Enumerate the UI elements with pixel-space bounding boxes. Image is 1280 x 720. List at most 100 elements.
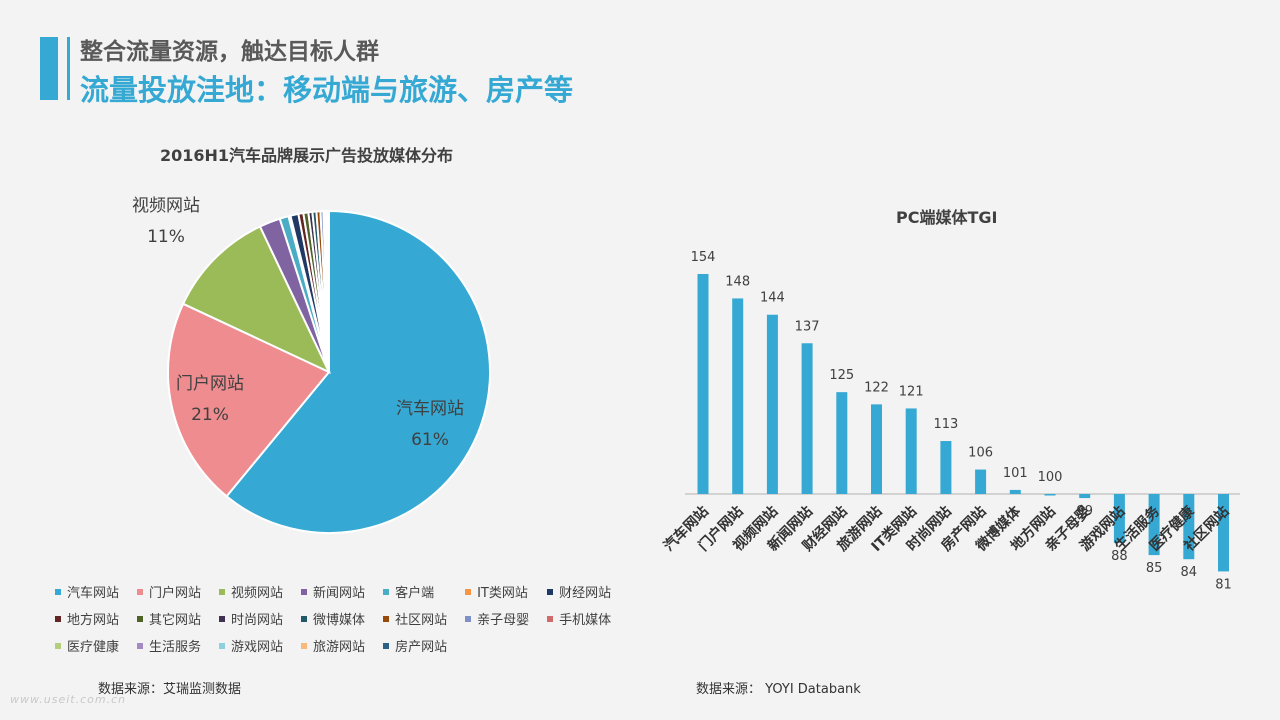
bar-8	[975, 469, 987, 494]
legend-label: 生活服务	[149, 640, 202, 655]
pie-chart-title: 2016H1汽车品牌展示广告投放媒体分布	[160, 146, 454, 165]
legend-item: 地方网站	[55, 609, 119, 628]
bar-value-label: 125	[829, 368, 854, 383]
legend-item: 财经网站	[547, 582, 611, 601]
legend-label: 其它网站	[149, 613, 202, 628]
bar-value-label: 121	[899, 384, 924, 399]
legend-swatch	[137, 642, 144, 649]
pie-label-name: 视频网站	[132, 196, 200, 216]
bar-value-label: 100	[1038, 470, 1063, 485]
legend-swatch	[383, 615, 390, 622]
bar-2	[766, 314, 778, 494]
legend-swatch	[219, 615, 226, 622]
bar-13	[1148, 494, 1160, 556]
legend-label: 医疗健康	[67, 640, 120, 655]
title-accent-bar	[40, 37, 58, 100]
legend-label: 时尚网站	[231, 613, 284, 628]
title-accent-line	[67, 37, 70, 100]
pie-slice-18	[327, 209, 330, 373]
legend-swatch	[55, 615, 61, 622]
legend-item: 微博媒体	[301, 609, 365, 628]
legend-item: 房产网站	[383, 636, 447, 655]
legend-item: 客户端	[383, 582, 447, 601]
legend-swatch	[137, 615, 144, 622]
pie-slice-2	[181, 225, 332, 375]
legend-swatch	[301, 642, 308, 649]
legend-swatch	[55, 642, 61, 649]
legend-item: 旅游网站	[301, 636, 365, 655]
legend-label: 微博媒体	[313, 613, 366, 628]
bar-value-label: 144	[760, 291, 785, 306]
legend-item: 时尚网站	[219, 609, 283, 628]
pie-label-pct: 11%	[147, 227, 185, 247]
bar-value-label: 101	[1003, 466, 1028, 481]
page-subtitle: 整合流量资源，触达目标人群	[80, 39, 379, 65]
pie-slice-1	[167, 302, 331, 498]
bar-value-label: 88	[1111, 549, 1128, 564]
legend-swatch	[547, 588, 554, 595]
legend-item: 汽车网站	[55, 582, 119, 601]
legend-swatch	[137, 588, 144, 595]
source-right: 数据来源： YOYI Databank	[696, 682, 861, 697]
bar-0	[697, 274, 709, 494]
bar-5	[871, 404, 882, 494]
legend-label: 汽车网站	[67, 586, 120, 601]
legend-label: 社区网站	[395, 613, 448, 628]
bar-value-label: 148	[725, 274, 750, 289]
pie-slice-0	[225, 209, 491, 534]
legend-item: 门户网站	[137, 582, 201, 601]
legend-item: 医疗健康	[55, 636, 119, 655]
bar-value-label: 122	[864, 380, 889, 395]
pie-label-name: 汽车网站	[396, 399, 464, 419]
bar-value-label: 85	[1146, 561, 1163, 576]
bar-4	[836, 392, 848, 494]
bar-15	[1218, 494, 1229, 572]
bar-10	[1044, 494, 1056, 496]
legend-item: 视频网站	[219, 582, 283, 601]
legend-item: 社区网站	[383, 609, 447, 628]
bar-12	[1113, 494, 1125, 543]
legend-swatch	[465, 615, 472, 622]
legend-item: 手机媒体	[547, 609, 611, 628]
legend-label: IT类网站	[477, 586, 528, 601]
legend-swatch	[219, 642, 226, 649]
bar-value-label: 106	[968, 446, 993, 461]
legend-label: 地方网站	[67, 613, 120, 628]
legend-label: 新闻网站	[313, 586, 366, 601]
legend-item: 其它网站	[137, 609, 201, 628]
legend-item: 亲子母婴	[465, 609, 529, 628]
bar-value-label: 137	[795, 319, 820, 334]
legend-label: 游戏网站	[231, 640, 284, 655]
pie-label-pct: 61%	[411, 430, 449, 450]
page-title: 流量投放洼地：移动端与旅游、房产等	[80, 73, 574, 107]
legend-item: 新闻网站	[301, 582, 365, 601]
legend-label: 客户端	[395, 586, 435, 601]
legend-swatch	[547, 615, 554, 622]
source-left: 数据来源：艾瑞监测数据	[98, 682, 242, 697]
bar-14	[1183, 494, 1195, 560]
legend-swatch	[383, 642, 390, 649]
watermark: www.useit.com.cn	[10, 693, 127, 706]
bar-value-label: 154	[691, 250, 716, 265]
legend-swatch	[383, 588, 390, 595]
bar-11	[1079, 494, 1091, 499]
legend-swatch	[465, 588, 472, 595]
legend-swatch	[301, 588, 308, 595]
pie-legend: 汽车网站 门户网站 视频网站 新闻网站 客户端 IT类网站 财经网站地方网站 其它网站 时尚网站…	[55, 582, 675, 655]
legend-label: 门户网站	[149, 586, 202, 601]
legend-label: 旅游网站	[313, 640, 366, 655]
pie-label-pct: 21%	[191, 405, 229, 425]
bar-3	[801, 343, 813, 494]
bar-value-label: 81	[1215, 577, 1232, 592]
legend-label: 房产网站	[395, 640, 448, 655]
bar-9	[1009, 489, 1021, 494]
bar-1	[732, 298, 744, 494]
legend-label: 亲子母婴	[477, 613, 530, 628]
legend-item: 生活服务	[137, 636, 201, 655]
bar-value-label: 113	[933, 417, 958, 432]
legend-label: 手机媒体	[559, 613, 612, 628]
legend-item: 游戏网站	[219, 636, 283, 655]
legend-label: 财经网站	[559, 586, 612, 601]
